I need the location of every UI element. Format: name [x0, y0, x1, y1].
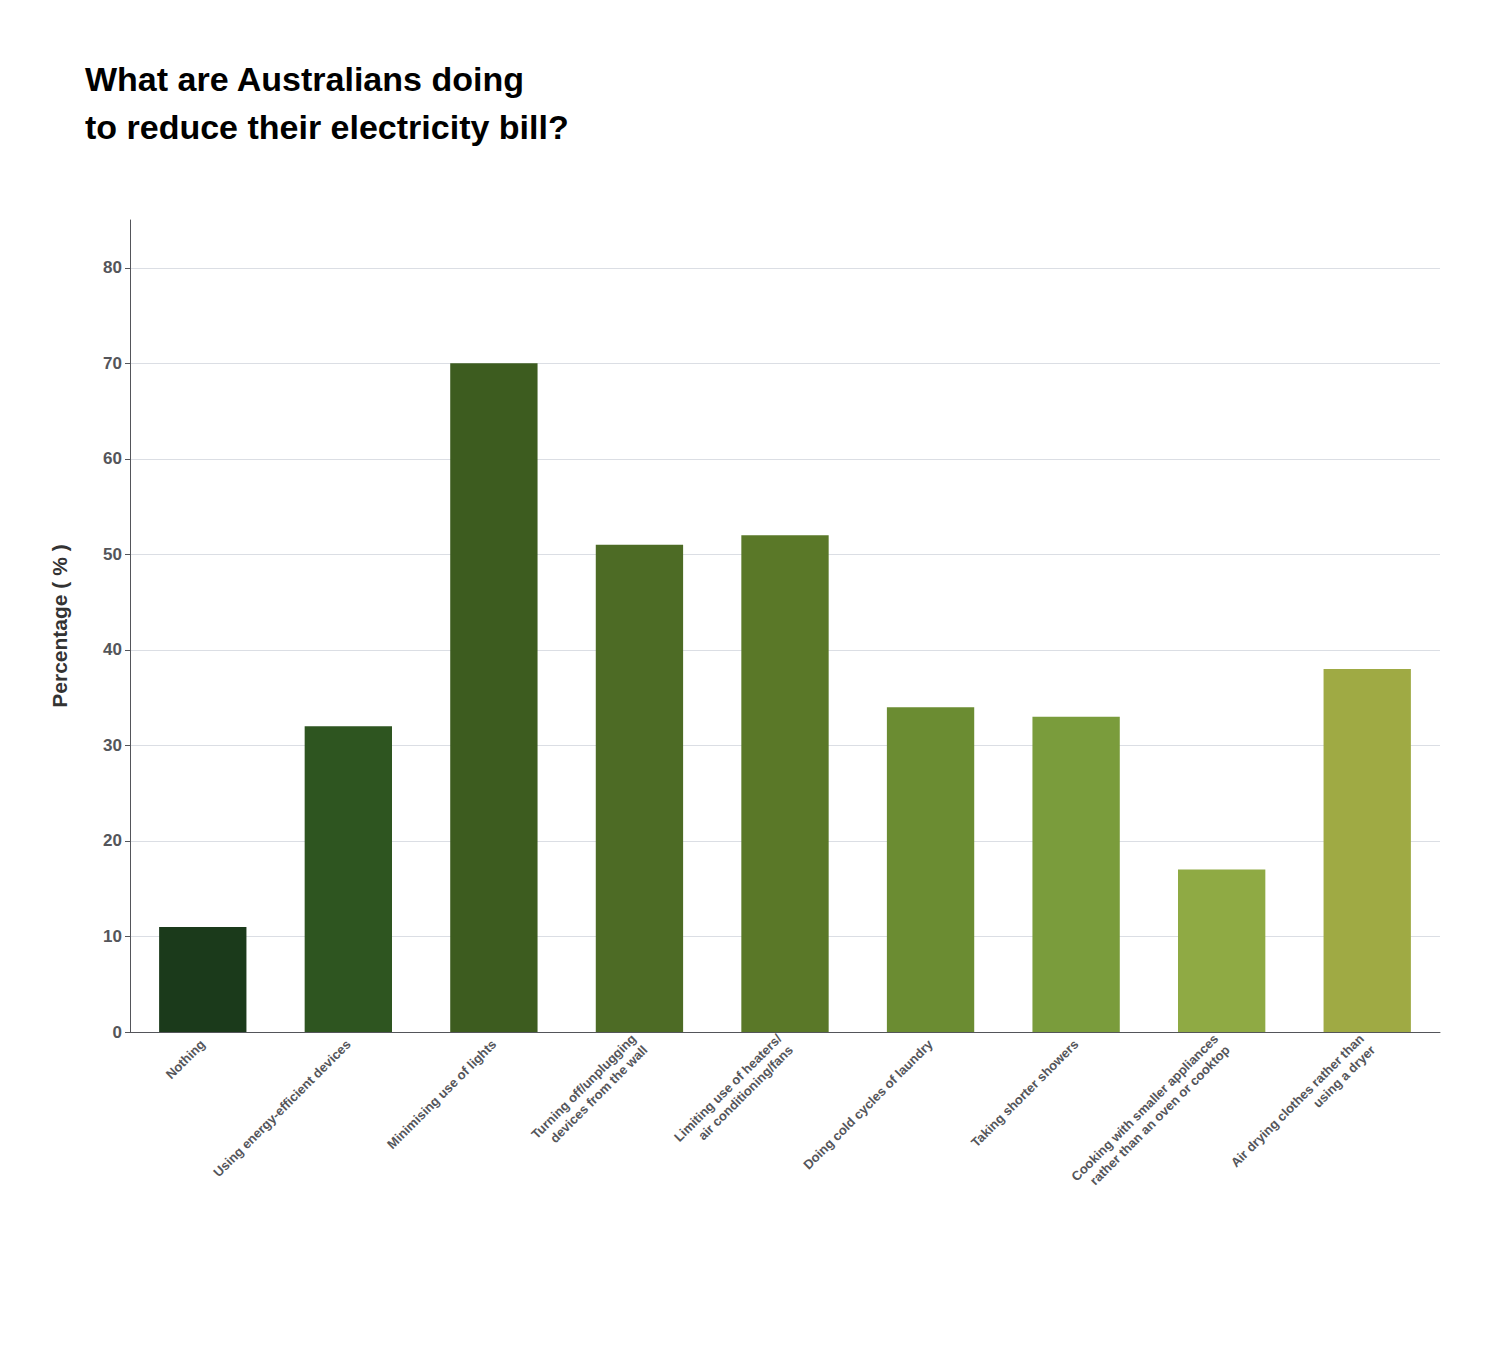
svg-text:Percentage ( % ): Percentage ( % ) — [48, 544, 71, 707]
svg-text:80: 80 — [103, 258, 122, 277]
svg-text:50: 50 — [103, 545, 122, 564]
svg-text:rather than an oven or cooktop: rather than an oven or cooktop — [1087, 1042, 1233, 1188]
svg-text:70: 70 — [103, 354, 122, 373]
svg-text:devices from the wall: devices from the wall — [547, 1042, 650, 1145]
svg-text:60: 60 — [103, 449, 122, 468]
svg-text:Using energy-efficient devices: Using energy-efficient devices — [210, 1037, 353, 1180]
svg-text:40: 40 — [103, 640, 122, 659]
svg-text:Turning off/unplugging: Turning off/unplugging — [528, 1031, 639, 1142]
svg-text:Doing cold cycles of laundry: Doing cold cycles of laundry — [800, 1036, 936, 1172]
svg-text:to reduce their electricity bi: to reduce their electricity bill? — [85, 108, 569, 146]
svg-text:0: 0 — [113, 1023, 122, 1042]
svg-text:20: 20 — [103, 831, 122, 850]
svg-text:30: 30 — [103, 736, 122, 755]
svg-text:using a dryer: using a dryer — [1310, 1042, 1378, 1110]
svg-text:Minimising use of lights: Minimising use of lights — [384, 1037, 499, 1152]
svg-text:Limiting use of heaters/: Limiting use of heaters/ — [671, 1031, 785, 1145]
svg-text:What are Australians doing: What are Australians doing — [85, 60, 524, 98]
svg-text:Taking shorter showers: Taking shorter showers — [968, 1037, 1082, 1151]
svg-text:Air drying clothes rather than: Air drying clothes rather than — [1228, 1031, 1367, 1170]
svg-text:10: 10 — [103, 927, 122, 946]
svg-text:air conditioning/fans: air conditioning/fans — [695, 1042, 796, 1143]
svg-text:Nothing: Nothing — [163, 1037, 208, 1082]
svg-text:Cooking with smaller appliance: Cooking with smaller appliances — [1068, 1031, 1221, 1184]
